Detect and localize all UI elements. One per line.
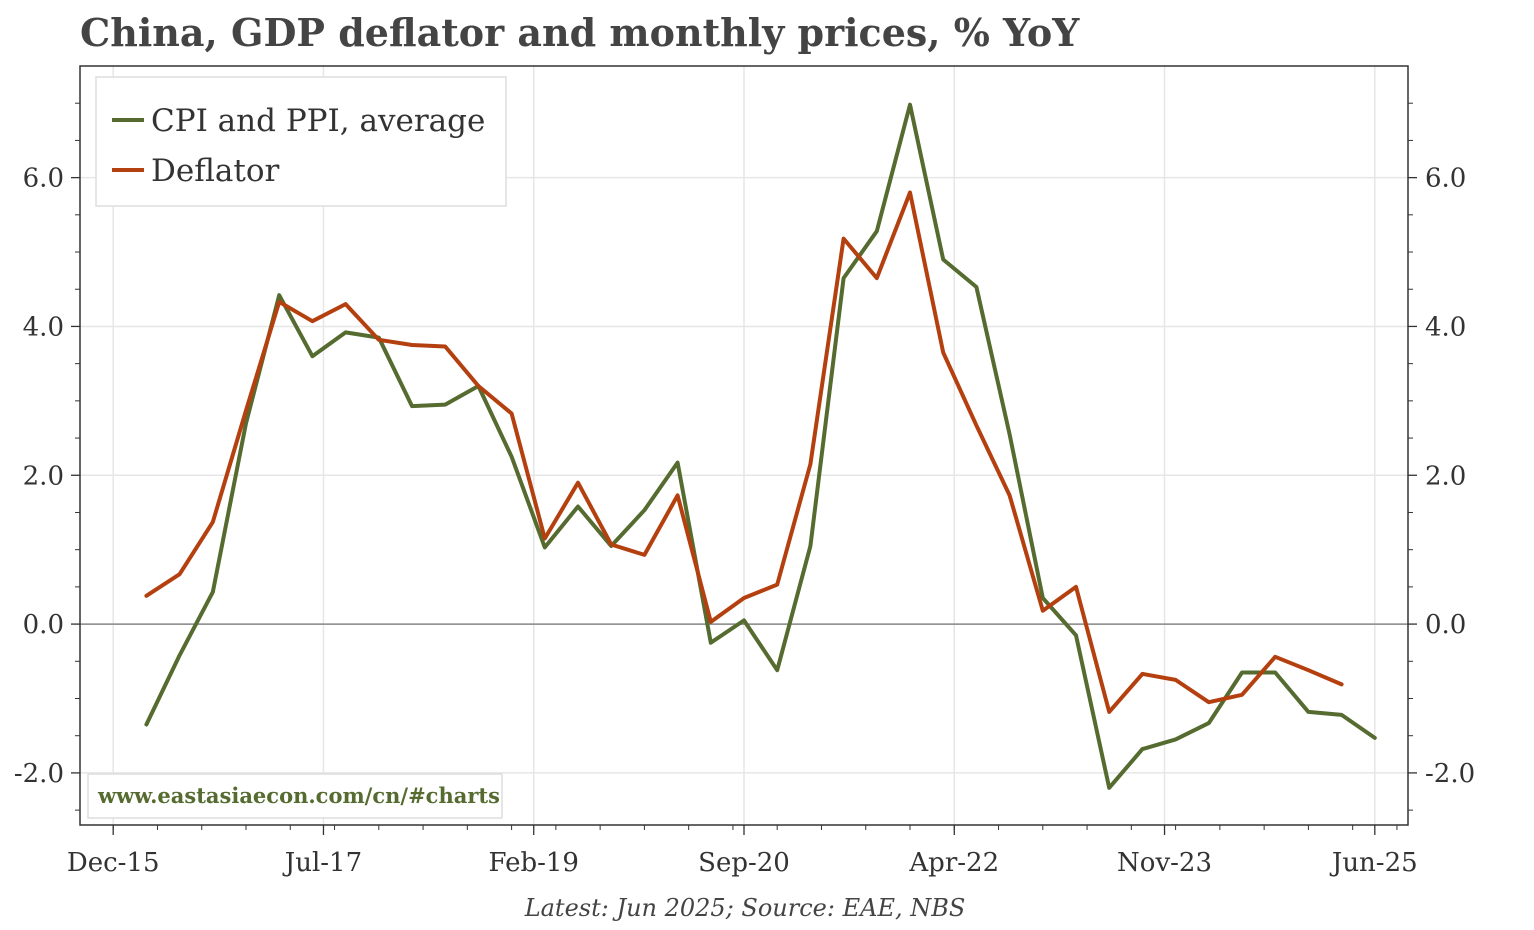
x-tick-label: Feb-19: [488, 848, 579, 878]
source-note: Latest: Jun 2025; Source: EAE, NBS: [524, 894, 966, 922]
watermark-text: www.eastasiaecon.com/cn/#charts: [97, 783, 500, 808]
series-lines: [144, 102, 1377, 790]
x-tick-label: Jun-25: [1329, 848, 1418, 878]
legend-box: [95, 76, 507, 207]
plot-frame: [79, 65, 1409, 826]
y-tick-label-right: 2.0: [1425, 461, 1466, 491]
y-tick-label-right: 6.0: [1425, 164, 1466, 194]
watermark: www.eastasiaecon.com/cn/#charts: [87, 773, 503, 819]
x-tick-label: Apr-22: [908, 848, 999, 878]
x-tick-label: Sep-20: [698, 848, 790, 878]
chart-title: China, GDP deflator and monthly prices, …: [80, 10, 1080, 55]
y-tick-label-left: 2.0: [23, 461, 64, 491]
watermark-box: [87, 773, 503, 819]
y-tick-label-left: -2.0: [14, 759, 64, 789]
y-tick-label-right: 4.0: [1425, 312, 1466, 342]
series-line-cpi-ppi-average: [144, 102, 1377, 790]
x-tick-label: Nov-23: [1117, 848, 1212, 878]
y-tick-label-left: 4.0: [23, 312, 64, 342]
y-tick-label-right: 0.0: [1425, 610, 1466, 640]
y-tick-label-left: 6.0: [23, 164, 64, 194]
axes: -2.0 -2.0 0.0 0.0 2.0 2.0 4.0 4.0 6.0 6.0 Dec-15 Ju…: [14, 65, 1475, 878]
y-tick-label-right: -2.0: [1425, 759, 1475, 789]
x-tick-label: Dec-15: [67, 848, 160, 878]
series-line-deflator: [144, 190, 1344, 714]
legend: CPI and PPI, average Deflator: [95, 76, 507, 207]
legend-label: CPI and PPI, average: [151, 103, 485, 139]
legend-label: Deflator: [151, 153, 279, 189]
y-tick-label-left: 0.0: [23, 610, 64, 640]
x-tick-label: Jul-17: [282, 848, 362, 878]
